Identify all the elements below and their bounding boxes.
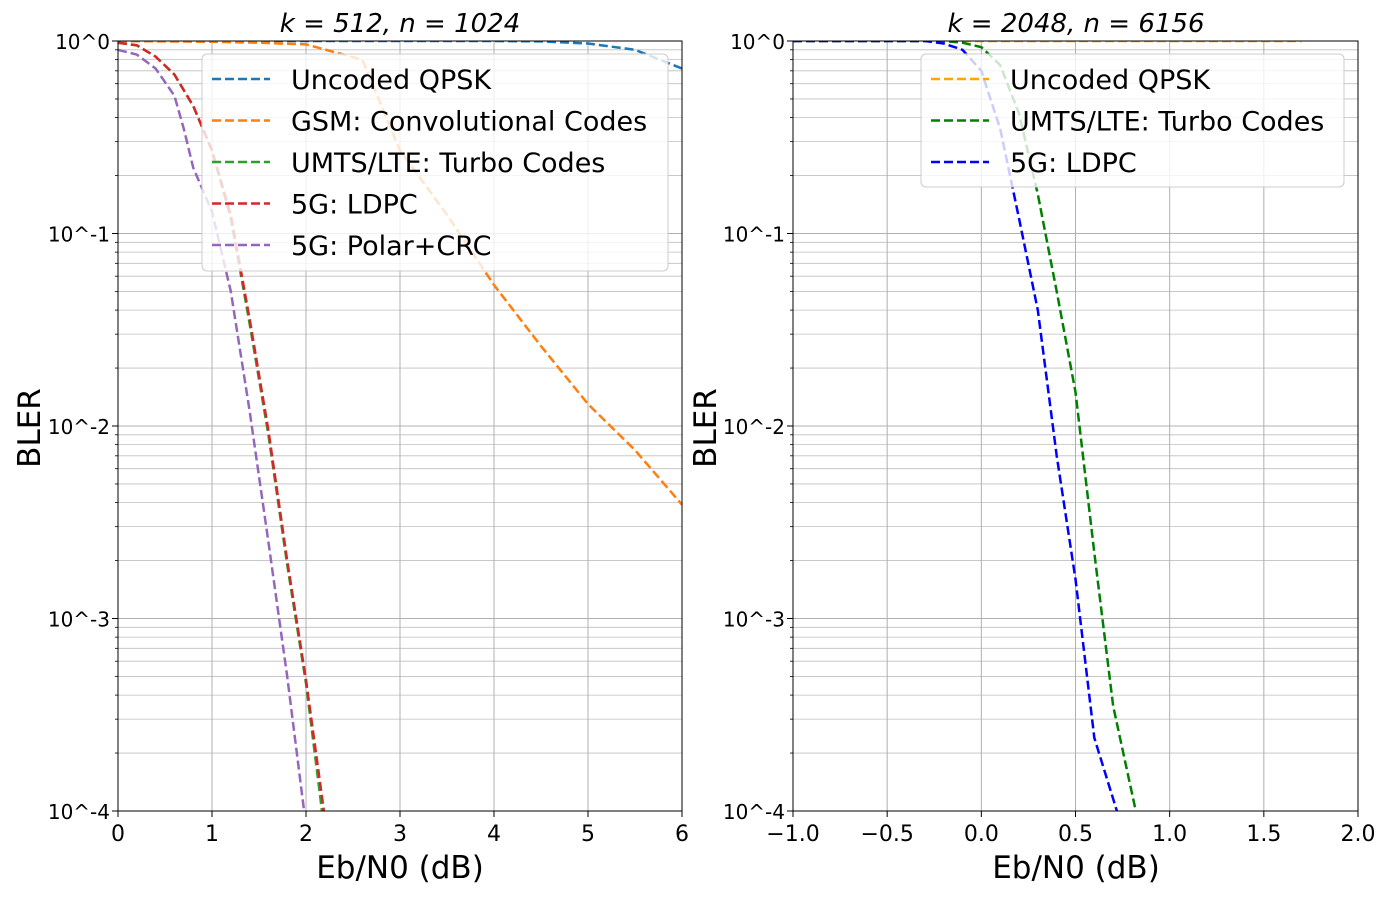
x-tick-label: 2 [299, 822, 313, 847]
x-tick-label: 0 [111, 822, 125, 847]
x-tick-label: 5 [581, 822, 595, 847]
y-tick-label: 10^-2 [48, 415, 110, 439]
left-plot: k = 512, n = 1024 Eb/N0 (dB) BLER 10^010… [12, 9, 689, 886]
legend-label: GSM: Convolutional Codes [291, 107, 647, 138]
y-tick-label: 10^0 [730, 30, 785, 54]
left-plot-title: k = 512, n = 1024 [280, 9, 521, 39]
y-tick-label: 10^-3 [723, 608, 785, 632]
legend-label: 5G: Polar+CRC [291, 231, 492, 262]
right-x-axis-label: Eb/N0 (dB) [992, 850, 1160, 886]
legend-label: Uncoded QPSK [1010, 65, 1211, 96]
right-y-axis-label: BLER [688, 388, 724, 468]
axes-frame [792, 40, 1359, 812]
x-tick-label: 1.5 [1246, 822, 1281, 847]
x-tick-label: 2.0 [1341, 822, 1376, 847]
legend: Uncoded QPSK GSM: Convolutional Codes UMTS… [201, 53, 669, 272]
legend-label: UMTS/LTE: Turbo Codes [1010, 107, 1324, 138]
right-plot-title: k = 2048, n = 6156 [947, 9, 1204, 39]
right-plot: k = 2048, n = 6156 Eb/N0 (dB) BLER 10^0 1… [688, 9, 1376, 886]
y-tick-label: 10^-3 [48, 608, 110, 632]
left-x-axis-label: Eb/N0 (dB) [316, 850, 484, 886]
x-tick-label: 4 [487, 822, 501, 847]
x-tick-label: −0.5 [860, 822, 913, 847]
y-tick-label: 10^-4 [723, 800, 785, 824]
y-tick-label: 10^-4 [48, 800, 110, 824]
legend-box [920, 53, 1345, 188]
y-tick-label: 10^-2 [723, 415, 785, 439]
legend-label: UMTS/LTE: Turbo Codes [291, 148, 605, 179]
axes-frame [117, 40, 683, 812]
legend: Uncoded QPSK UMTS/LTE: Turbo Codes 5G: LDP… [920, 53, 1345, 188]
x-tick-label: 0.0 [964, 822, 999, 847]
y-tick-label: 10^0 [55, 30, 110, 54]
legend-label: Uncoded QPSK [291, 65, 492, 96]
x-tick-label: 6 [675, 822, 689, 847]
series-line-uncoded-qpsk [118, 41, 682, 70]
x-tick-label: 1 [205, 822, 219, 847]
legend-label: 5G: LDPC [291, 190, 418, 221]
left-y-axis-label: BLER [12, 388, 48, 468]
legend-label: 5G: LDPC [1010, 148, 1137, 179]
x-tick-label: 3 [393, 822, 407, 847]
y-tick-label: 10^-1 [723, 223, 785, 247]
x-tick-label: −1.0 [766, 822, 819, 847]
y-tick-label: 10^-1 [48, 223, 110, 247]
legend-box [201, 53, 669, 272]
x-tick-label: 1.0 [1152, 822, 1187, 847]
x-tick-label: 0.5 [1058, 822, 1093, 847]
